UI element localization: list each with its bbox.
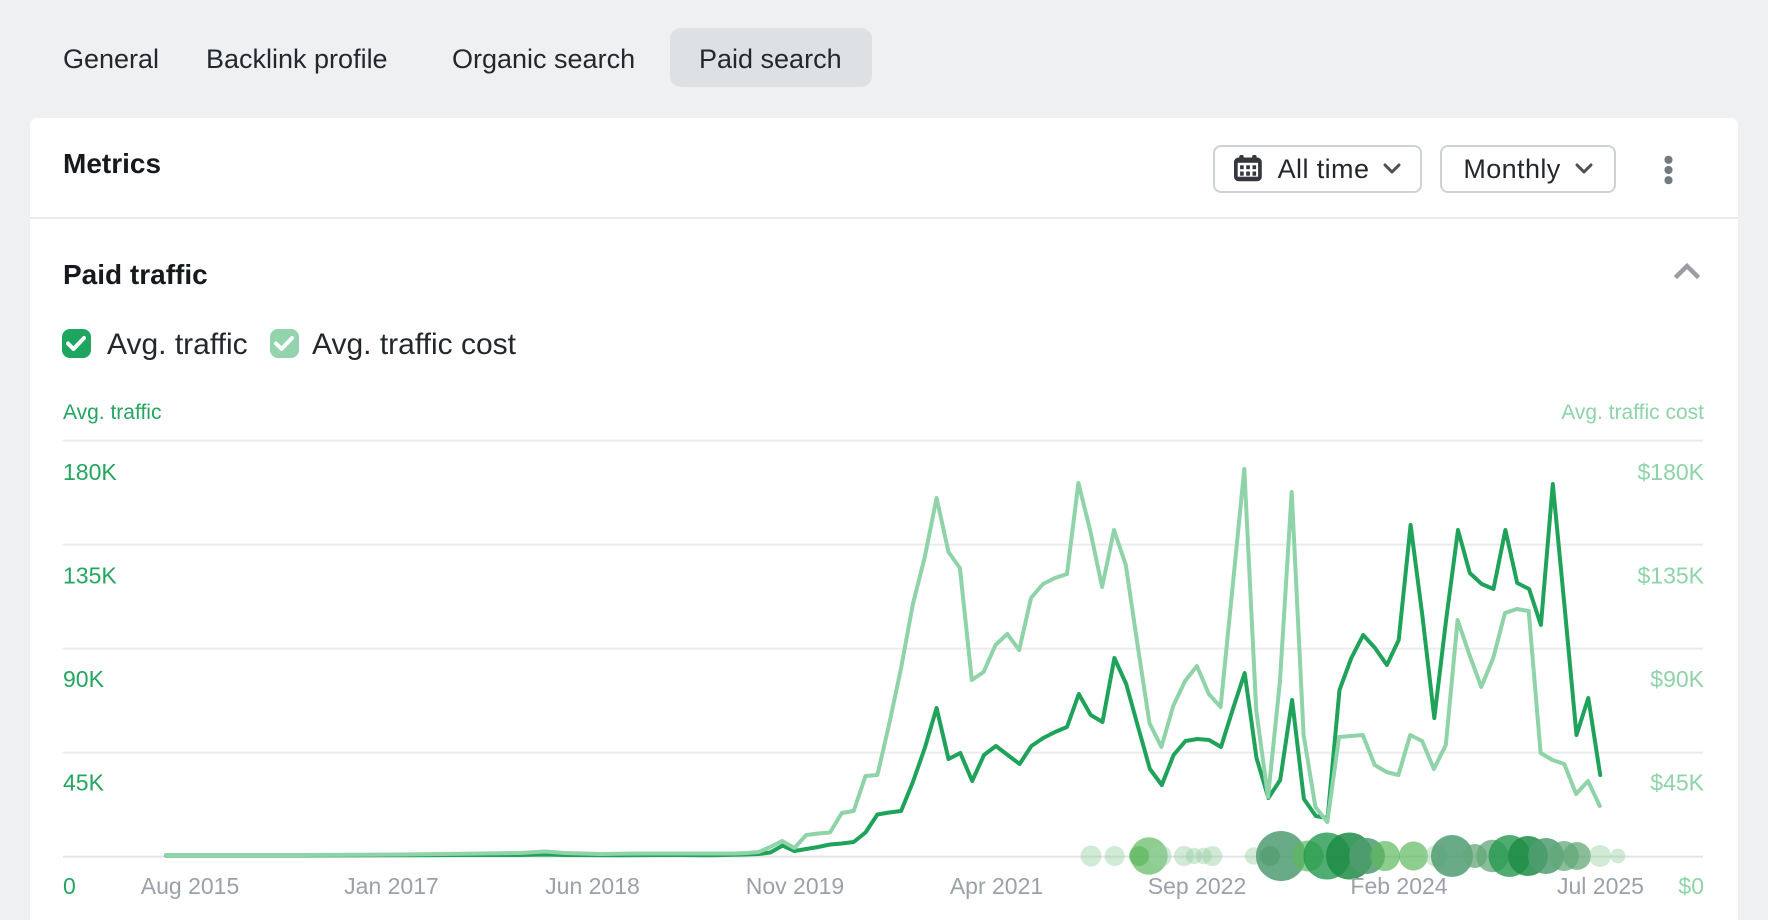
svg-text:$90K: $90K xyxy=(1650,666,1704,692)
svg-text:Apr 2021: Apr 2021 xyxy=(950,873,1043,899)
svg-text:Nov 2019: Nov 2019 xyxy=(746,873,844,899)
svg-text:0: 0 xyxy=(63,873,76,899)
svg-text:45K: 45K xyxy=(63,770,105,796)
svg-text:Feb 2024: Feb 2024 xyxy=(1350,873,1447,899)
svg-text:Avg. traffic: Avg. traffic xyxy=(63,401,161,424)
svg-text:Avg. traffic cost: Avg. traffic cost xyxy=(1561,401,1704,424)
svg-text:$0: $0 xyxy=(1678,873,1704,899)
svg-text:Jan 2017: Jan 2017 xyxy=(344,873,439,899)
svg-text:Aug 2015: Aug 2015 xyxy=(141,873,239,899)
svg-text:135K: 135K xyxy=(63,563,117,589)
svg-text:$45K: $45K xyxy=(1650,770,1704,796)
svg-text:$135K: $135K xyxy=(1637,563,1704,589)
svg-text:Sep 2022: Sep 2022 xyxy=(1148,873,1246,899)
svg-text:180K: 180K xyxy=(63,459,117,485)
svg-text:Jul 2025: Jul 2025 xyxy=(1557,873,1644,899)
svg-text:$180K: $180K xyxy=(1637,459,1704,485)
svg-text:90K: 90K xyxy=(63,666,105,692)
svg-text:Jun 2018: Jun 2018 xyxy=(545,873,640,899)
